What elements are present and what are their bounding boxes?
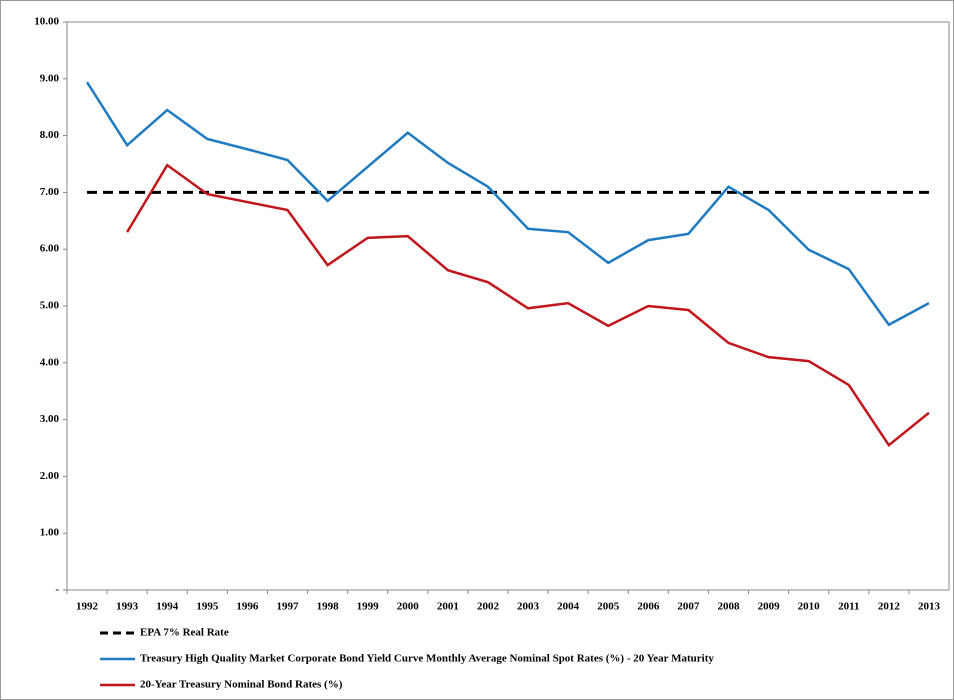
- x-tick-label: 2004: [557, 601, 580, 613]
- x-tick-label: 2013: [918, 601, 941, 613]
- x-tick-label: 1997: [277, 601, 300, 613]
- x-tick-label: 2002: [477, 601, 500, 613]
- y-tick-label: 2.00: [40, 470, 60, 482]
- y-tick-label: 4.00: [40, 356, 60, 368]
- legend-label: EPA 7% Real Rate: [140, 627, 229, 639]
- y-tick-label: 3.00: [40, 413, 60, 425]
- legend-label: Treasury High Quality Market Corporate B…: [140, 653, 714, 665]
- legend-label: 20-Year Treasury Nominal Bond Rates (%): [140, 679, 343, 691]
- x-tick-label: 2009: [758, 601, 781, 613]
- x-tick-label: 1992: [76, 601, 99, 613]
- x-tick-label: 2005: [597, 601, 620, 613]
- x-tick-label: 1995: [196, 601, 219, 613]
- x-tick-label: 1996: [236, 601, 259, 613]
- x-tick-label: 1994: [156, 601, 179, 613]
- x-tick-label: 2000: [397, 601, 420, 613]
- y-tick-label: 8.00: [40, 129, 60, 141]
- y-tick-label: 1.00: [40, 527, 60, 539]
- x-tick-label: 2007: [677, 601, 700, 613]
- x-tick-label: 1999: [357, 601, 380, 613]
- x-tick-label: 2008: [718, 601, 741, 613]
- x-tick-label: 1998: [317, 601, 340, 613]
- x-tick-label: 2001: [437, 601, 459, 613]
- x-tick-label: 1993: [116, 601, 139, 613]
- x-tick-label: 2006: [637, 601, 660, 613]
- x-tick-label: 2003: [517, 601, 540, 613]
- y-tick-label: 7.00: [40, 186, 60, 198]
- series-line: [126, 163, 930, 447]
- y-tick-label: 10.00: [34, 16, 59, 28]
- y-tick-label: 6.00: [40, 243, 60, 255]
- y-tick-label: 9.00: [40, 72, 60, 84]
- series-line: [85, 81, 930, 327]
- x-tick-label: 2012: [878, 601, 901, 613]
- x-tick-label: 2011: [838, 601, 859, 613]
- x-tick-label: 2010: [798, 601, 821, 613]
- y-tick-label: 5.00: [40, 300, 60, 312]
- y-tick-label: -: [55, 584, 59, 596]
